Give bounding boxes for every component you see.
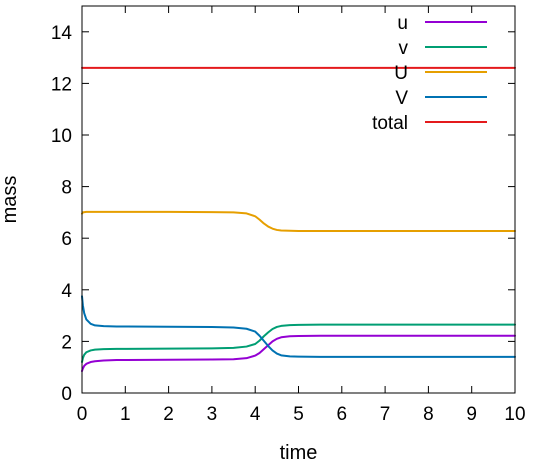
x-tick-label: 3 (207, 404, 218, 425)
y-tick-label: 14 (51, 23, 73, 44)
series-line-U (81, 210, 516, 232)
y-tick-label: 0 (61, 384, 72, 405)
x-tick-label: 5 (293, 404, 304, 425)
x-tick-label: 6 (337, 404, 348, 425)
y-tick-label: 10 (51, 126, 72, 147)
series-line-u (81, 334, 516, 373)
series-line-v (81, 323, 516, 364)
legend-label-U: U (394, 63, 408, 84)
series-layer (81, 66, 516, 373)
x-tick-label: 7 (380, 404, 391, 425)
y-axis-title: mass (0, 176, 21, 224)
x-tick-label: 4 (250, 404, 261, 425)
y-tick-label: 12 (51, 74, 72, 95)
y-tick-label: 6 (61, 229, 72, 250)
x-tick-label: 10 (504, 404, 525, 425)
series-line-V (81, 295, 516, 358)
y-tick-label: 4 (61, 281, 72, 302)
x-tick-label: 8 (423, 404, 434, 425)
y-tick-label: 8 (61, 178, 72, 199)
legend-label-V: V (395, 88, 408, 109)
x-tick-label: 1 (120, 404, 131, 425)
legend-label-total: total (372, 113, 408, 134)
legend-label-u: u (397, 13, 408, 34)
legend-label-v: v (399, 38, 409, 59)
x-tick-label: 2 (163, 404, 174, 425)
y-tick-label: 2 (61, 332, 72, 353)
x-tick-label: 0 (77, 404, 88, 425)
x-axis-title: time (280, 442, 318, 464)
x-tick-label: 9 (466, 404, 477, 425)
